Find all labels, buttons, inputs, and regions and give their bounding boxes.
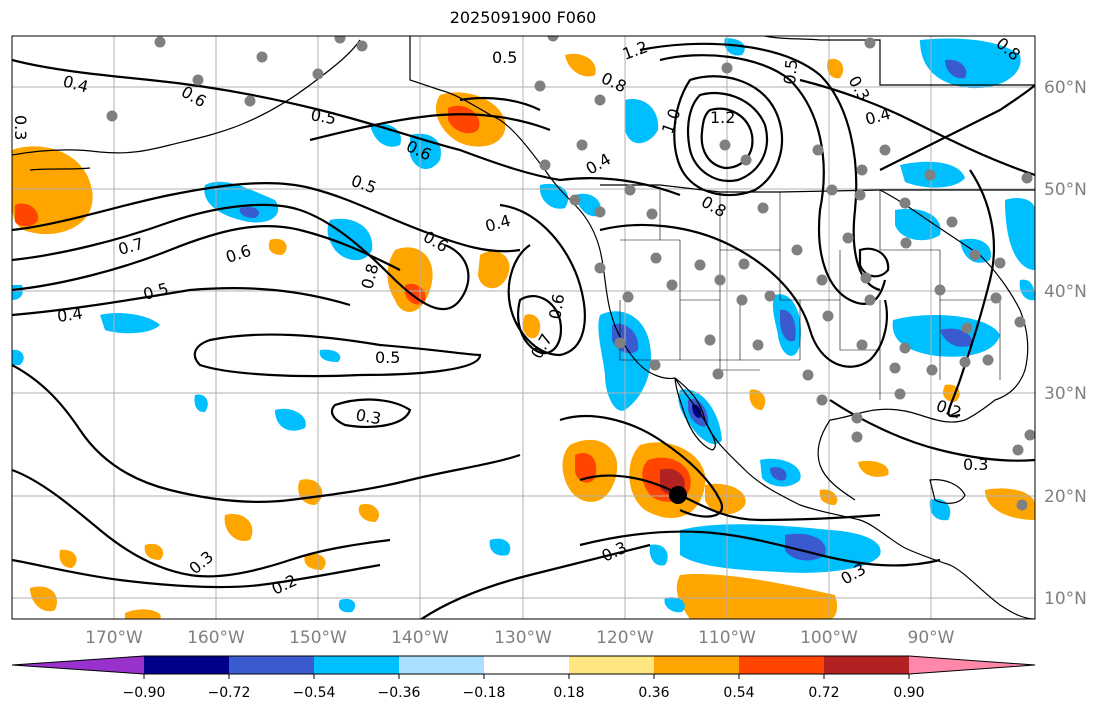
colorbar-extend-high [909, 656, 1035, 674]
colorbar-tick: 0.36 [638, 685, 669, 701]
colorbar-tick: −0.36 [378, 685, 421, 701]
colorbar: −0.90 −0.72 −0.54 −0.36 −0.18 0.18 0.36 … [11, 655, 1036, 701]
lon-label: 90°W [908, 628, 955, 648]
contour-label: 0.5 [349, 171, 379, 198]
lon-label: 150°W [289, 628, 347, 648]
contour-label: 0.8 [358, 262, 383, 292]
contour-label: 0.4 [61, 72, 91, 97]
contour-label: 0.5 [780, 58, 801, 85]
colorbar-segment [144, 656, 229, 674]
contour-label: 0.5 [492, 48, 517, 67]
contour-label: 0.3 [354, 405, 382, 428]
contour-label: 0.2 [934, 396, 964, 423]
lat-label: 50°N [1044, 180, 1087, 200]
lon-label: 120°W [596, 628, 654, 648]
contour-label: 0.2 [269, 571, 300, 599]
contour-label: 0.3 [185, 547, 217, 578]
contour-label: 1.0 [658, 106, 685, 136]
lat-label: 40°N [1044, 282, 1087, 302]
lat-label: 10°N [1044, 589, 1087, 609]
contour-label: 1.2 [620, 37, 650, 64]
lat-label: 60°N [1044, 78, 1087, 98]
lon-label: 130°W [494, 628, 552, 648]
contour-label: 0.3 [963, 455, 988, 474]
contour-label: 0.5 [141, 279, 171, 304]
colorbar-segment [399, 656, 484, 674]
colorbar-segment [569, 656, 654, 674]
colorbar-tick: 0.54 [723, 685, 754, 701]
contour-label: 0.5 [375, 348, 400, 367]
lon-label: 170°W [85, 628, 143, 648]
colorbar-segment [739, 656, 824, 674]
lon-axis: 170°W 160°W 150°W 140°W 130°W 120°W 110°… [85, 628, 955, 648]
lon-label: 140°W [391, 628, 449, 648]
colorbar-segment [314, 656, 399, 674]
map-frame [11, 35, 1036, 620]
contour-label: 0.6 [223, 241, 253, 267]
lat-label: 20°N [1044, 487, 1087, 507]
colorbar-segment [229, 656, 314, 674]
colorbar-tick: 0.72 [808, 685, 839, 701]
colorbar-segment [654, 656, 739, 674]
contour-label: 0.8 [698, 192, 730, 221]
contour-label: 0.4 [863, 104, 893, 129]
lon-label: 100°W [800, 628, 858, 648]
contour-label: 0.6 [545, 292, 568, 320]
colorbar-tick: −0.54 [293, 685, 336, 701]
contour-label: 0.4 [483, 211, 513, 236]
contour-label: 0.4 [56, 304, 84, 326]
borders [619, 190, 1001, 400]
contour-label: 0.5 [309, 105, 337, 128]
lat-axis: 60°N 50°N 40°N 30°N 20°N 10°N [1044, 78, 1087, 609]
lon-label: 110°W [698, 628, 756, 648]
colorbar-tick: 0.18 [553, 685, 584, 701]
colorbar-tick: −0.90 [123, 685, 166, 701]
contour-label: 0.4 [583, 149, 615, 178]
lat-label: 30°N [1044, 384, 1087, 404]
lon-label: 160°W [187, 628, 245, 648]
station-dots [106, 36, 1035, 511]
colorbar-extend-low [12, 656, 144, 674]
contour-label: 0.3 [11, 115, 30, 140]
colorbar-tick: 0.90 [893, 685, 924, 701]
colorbar-tick: −0.18 [463, 685, 506, 701]
colorbar-segment [824, 656, 909, 674]
colorbar-tick: −0.72 [208, 685, 251, 701]
colorbar-segment [484, 656, 569, 674]
map-title: 2025091900 F060 [449, 8, 597, 27]
contour-label: 1.2 [710, 108, 735, 127]
storm-marker [669, 486, 687, 504]
contour-label: 0.3 [845, 73, 874, 105]
contour-lines [12, 42, 1035, 619]
